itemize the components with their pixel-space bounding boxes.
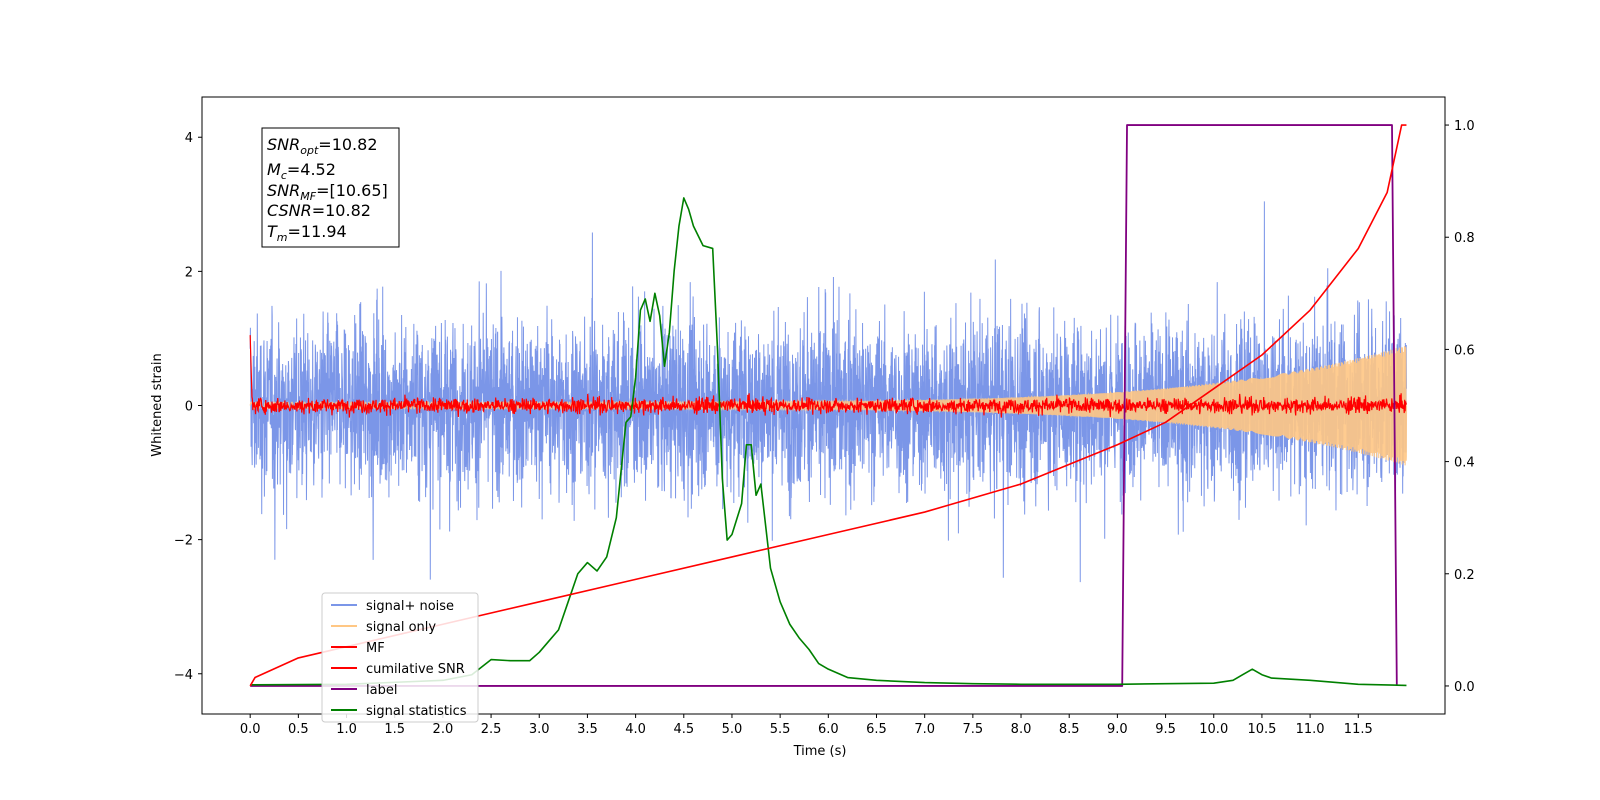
y-axis-left: −4 −2 0 2 4	[174, 131, 202, 683]
info-box: SNRopt=10.82 Mc=4.52 SNRMF=[10.65] CSNR=…	[261, 127, 400, 248]
x-tick-label: 9.5	[1155, 722, 1176, 737]
y-tick-label: −4	[174, 668, 193, 683]
x-tick-label: 2.5	[481, 722, 502, 737]
x-tick-label: 7.0	[914, 722, 935, 737]
x-tick-label: 1.5	[384, 722, 405, 737]
legend: signal+ noise signal only MF cumilative …	[321, 592, 479, 723]
x-tick-label: 2.0	[433, 722, 454, 737]
x-tick-label: 10.5	[1247, 722, 1276, 737]
info-snr-mf: SNRMF=[10.65]	[267, 181, 388, 203]
svg-text:MF: MF	[366, 641, 385, 656]
info-mc: Mc=4.52	[267, 160, 336, 182]
x-tick-label: 0.0	[240, 722, 261, 737]
svg-text:signal+ noise: signal+ noise	[366, 599, 454, 614]
x-axis: 0.0 0.5 1.0 1.5 2.0 2.5 3.0 3.5 4.0 4.5 5.0 5.5 6.0 6…	[240, 714, 1373, 737]
x-tick-label: 1.0	[336, 722, 357, 737]
y-axis-label: Whitened strain	[150, 353, 165, 456]
x-tick-label: 8.0	[1011, 722, 1032, 737]
y2-tick-label: 0.2	[1454, 568, 1475, 583]
x-tick-label: 8.5	[1059, 722, 1080, 737]
x-tick-label: 4.0	[625, 722, 646, 737]
series-signal-statistics	[250, 197, 1407, 687]
x-tick-label: 5.0	[722, 722, 743, 737]
legend-item-signal-noise: signal+ noise	[331, 599, 454, 614]
svg-text:label: label	[366, 683, 397, 698]
x-tick-label: 11.5	[1344, 722, 1373, 737]
x-tick-label: 3.5	[577, 722, 598, 737]
svg-text:signal only: signal only	[366, 620, 436, 635]
y2-tick-label: 1.0	[1454, 119, 1475, 134]
x-tick-label: 9.0	[1107, 722, 1128, 737]
legend-item-mf: MF	[331, 641, 385, 656]
svg-text:cumilative SNR: cumilative SNR	[366, 662, 465, 677]
x-tick-label: 7.5	[963, 722, 984, 737]
y-tick-label: −2	[174, 534, 193, 549]
info-snr-opt: SNRopt=10.82	[267, 135, 378, 157]
y-tick-label: 4	[185, 131, 193, 146]
x-axis-label: Time (s)	[793, 744, 847, 759]
series-mf	[249, 335, 1408, 418]
legend-item-signal-statistics: signal statistics	[331, 704, 467, 719]
y2-tick-label: 0.8	[1454, 231, 1475, 246]
x-tick-label: 0.5	[288, 722, 309, 737]
info-tm: Tm=11.94	[267, 222, 347, 244]
info-csnr: CSNR=10.82	[267, 201, 371, 220]
y2-tick-label: 0.6	[1454, 343, 1475, 358]
y2-tick-label: 0.0	[1454, 680, 1475, 695]
x-tick-label: 6.5	[866, 722, 887, 737]
x-tick-label: 4.5	[673, 722, 694, 737]
y2-tick-label: 0.4	[1454, 456, 1475, 471]
legend-item-signal-only: signal only	[331, 620, 436, 635]
y-tick-label: 0	[185, 400, 193, 415]
x-tick-label: 5.5	[770, 722, 791, 737]
svg-text:signal statistics: signal statistics	[366, 704, 467, 719]
x-tick-label: 6.0	[818, 722, 839, 737]
legend-item-cumilative-snr: cumilative SNR	[331, 662, 465, 677]
y-tick-label: 2	[185, 265, 193, 280]
legend-item-label: label	[331, 683, 397, 698]
x-tick-label: 11.0	[1296, 722, 1325, 737]
x-tick-label: 10.0	[1199, 722, 1228, 737]
x-tick-label: 3.0	[529, 722, 550, 737]
series-label	[250, 124, 1398, 687]
y-axis-right: 0.0 0.2 0.4 0.6 0.8 1.0	[1445, 119, 1475, 695]
